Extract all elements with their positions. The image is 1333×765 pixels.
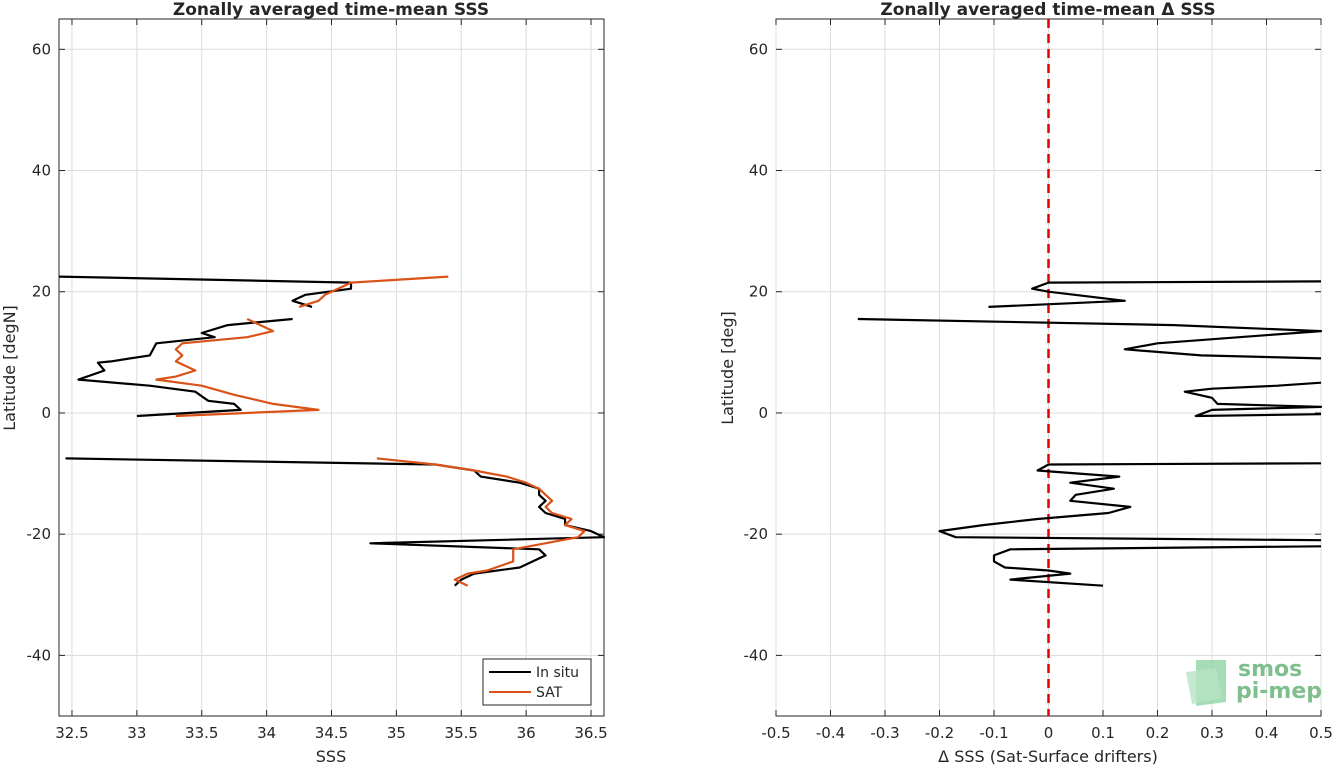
y-tick-label: -20 xyxy=(27,525,52,543)
y-tick-label: 0 xyxy=(41,404,51,422)
legend: In situ SAT xyxy=(482,658,592,706)
smos-pi-mep-logo: smos pi-mep xyxy=(1186,657,1322,706)
delta-sss-ticks: -0.5 -0.4 -0.3 -0.2 -0.1 0 0.1 0.2 0.3 0.4 0.5 -40 -… xyxy=(744,19,1333,742)
x-tick-label: -0.4 xyxy=(816,724,845,742)
x-tick-label: 33 xyxy=(127,724,146,742)
x-tick-label: 33.5 xyxy=(185,724,218,742)
x-tick-label: 0.4 xyxy=(1255,724,1279,742)
x-tick-label: 32.5 xyxy=(55,724,88,742)
legend-box xyxy=(482,658,592,706)
y-tick-label: 40 xyxy=(749,162,768,180)
sss-y-axis-label: Latitude [degN] xyxy=(0,305,19,431)
x-tick-label: 34 xyxy=(257,724,276,742)
delta-sss-x-axis-label: Δ SSS (Sat-Surface drifters) xyxy=(938,747,1158,765)
y-tick-label: 20 xyxy=(32,283,51,301)
y-tick-label: 0 xyxy=(758,404,768,422)
in-situ-line-segment xyxy=(65,457,606,587)
sat-line-segment xyxy=(155,318,320,418)
y-tick-label: 60 xyxy=(32,40,51,58)
y-tick-label: 20 xyxy=(749,283,768,301)
x-tick-label: 0.2 xyxy=(1146,724,1170,742)
x-tick-label: -0.3 xyxy=(870,724,899,742)
legend-in-situ-label: In situ xyxy=(536,665,579,681)
delta-sss-line-segment xyxy=(988,280,1322,308)
sat-line-segment xyxy=(376,457,586,587)
x-tick-label: 34.5 xyxy=(315,724,348,742)
x-tick-label: 0.3 xyxy=(1200,724,1224,742)
x-tick-label: 35.5 xyxy=(445,724,478,742)
x-tick-label: 35 xyxy=(387,724,406,742)
y-tick-label: 60 xyxy=(749,40,768,58)
legend-sat-label: SAT xyxy=(536,685,563,701)
x-tick-label: 36 xyxy=(517,724,536,742)
sss-ticks: 32.5 33 33.5 34 34.5 35 35.5 36 36.5 -40 -20 0 20 40 6… xyxy=(27,19,608,742)
y-tick-label: -20 xyxy=(744,525,769,543)
logo-graphic-layer xyxy=(1186,668,1222,704)
x-tick-label: -0.2 xyxy=(925,724,954,742)
sss-x-axis-label: SSS xyxy=(316,747,346,765)
delta-sss-chart-title: Zonally averaged time-mean Δ SSS xyxy=(880,0,1215,20)
delta-sss-line-segment xyxy=(992,545,1322,587)
sat-line-segment xyxy=(298,275,449,308)
delta-sss-line-segment xyxy=(857,317,1323,360)
delta-sss-lines xyxy=(857,280,1323,587)
logo-text-pi-mep: pi-mep xyxy=(1236,679,1322,704)
delta-sss-panel: -0.5 -0.4 -0.3 -0.2 -0.1 0 0.1 0.2 0.3 0.4 0.5 -40 -… xyxy=(718,0,1333,765)
in-situ-line-segment xyxy=(77,317,293,418)
sss-lines xyxy=(58,275,606,587)
x-tick-label: -0.1 xyxy=(979,724,1008,742)
in-situ-line-segment xyxy=(58,275,353,308)
sss-panel: 32.5 33 33.5 34 34.5 35 35.5 36 36.5 -40 -20 0 20 40 6… xyxy=(0,0,608,765)
sss-grid xyxy=(59,19,604,716)
x-tick-label: 36.5 xyxy=(574,724,607,742)
logo-text-smos: smos xyxy=(1238,657,1302,682)
y-tick-label: -40 xyxy=(744,646,769,664)
x-tick-label: 0.5 xyxy=(1309,724,1333,742)
y-tick-label: 40 xyxy=(32,162,51,180)
x-tick-label: 0 xyxy=(1044,724,1054,742)
delta-sss-line-segment xyxy=(938,462,1322,542)
delta-sss-y-axis-label: Latitude [deg] xyxy=(718,311,737,425)
sss-chart-title: Zonally averaged time-mean SSS xyxy=(173,0,489,20)
x-tick-label: 0.1 xyxy=(1091,724,1115,742)
x-tick-label: -0.5 xyxy=(761,724,790,742)
y-tick-label: -40 xyxy=(27,646,52,664)
delta-sss-line-segment xyxy=(1183,381,1323,418)
